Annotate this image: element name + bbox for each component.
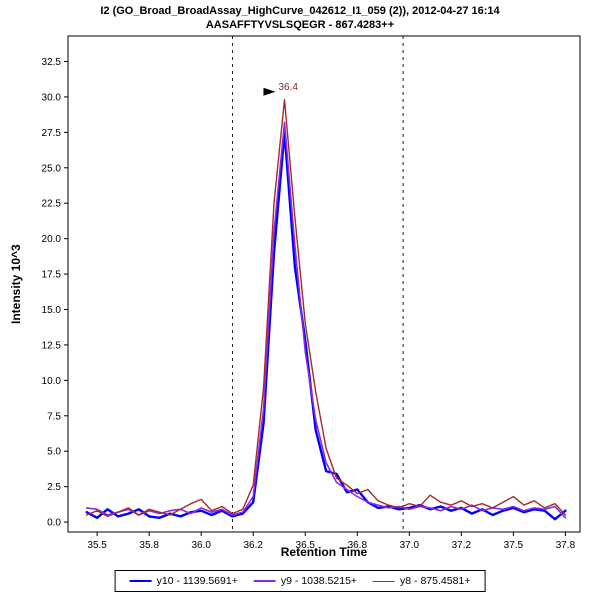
legend-item-y10: y10 - 1139.5691+ — [129, 575, 238, 587]
svg-text:12.5: 12.5 — [42, 340, 62, 351]
svg-text:30.0: 30.0 — [42, 92, 62, 103]
svg-text:36.0: 36.0 — [191, 540, 211, 551]
svg-text:36.8: 36.8 — [348, 540, 368, 551]
svg-text:17.5: 17.5 — [42, 270, 62, 281]
legend-label-y9: y9 - 1038.5215+ — [280, 575, 358, 587]
svg-text:36.5: 36.5 — [296, 540, 316, 551]
svg-text:37.2: 37.2 — [452, 540, 472, 551]
legend-line-sample-y8 — [373, 580, 396, 582]
series-lines — [85, 99, 567, 521]
svg-text:32.5: 32.5 — [42, 57, 62, 68]
peak-annotation: 36.4 — [263, 82, 298, 96]
series-line-1 — [85, 121, 567, 519]
peak-arrow-icon — [263, 87, 276, 96]
series-line-0 — [85, 131, 567, 521]
svg-text:10.0: 10.0 — [42, 376, 62, 387]
svg-text:2.5: 2.5 — [47, 482, 61, 493]
svg-text:22.5: 22.5 — [42, 199, 62, 210]
svg-text:37.0: 37.0 — [400, 540, 420, 551]
chart-title: I2 (GO_Broad_BroadAssay_HighCurve_042612… — [100, 5, 500, 17]
legend-line-sample-y9 — [253, 580, 276, 582]
svg-text:36.2: 36.2 — [244, 540, 264, 551]
x-axis-label: Retention Time — [280, 545, 368, 559]
chart-subtitle: AASAFFTYVSLSQEGR - 867.4283++ — [205, 19, 395, 31]
series-line-2 — [85, 99, 567, 518]
svg-text:27.5: 27.5 — [42, 128, 62, 139]
peak-rt-label: 36.4 — [278, 82, 298, 93]
svg-text:37.8: 37.8 — [556, 540, 576, 551]
y-axis: 0.0 2.5 5.0 7.5 10.0 12.5 15.0 17.5 20.0 22.5 25.0… — [42, 57, 68, 529]
svg-text:0.0: 0.0 — [47, 518, 61, 529]
legend-item-y9: y9 - 1038.5215+ — [253, 575, 358, 587]
svg-text:35.5: 35.5 — [87, 540, 107, 551]
svg-text:20.0: 20.0 — [42, 234, 62, 245]
plot-border — [67, 35, 581, 533]
integration-boundaries[interactable] — [231, 36, 404, 532]
svg-text:25.0: 25.0 — [42, 163, 62, 174]
x-axis: 35.5 35.8 36.0 36.2 36.5 36.8 37.0 37.2 37.5 37.8 — [87, 532, 576, 551]
legend-line-sample-y10 — [129, 580, 152, 582]
svg-text:15.0: 15.0 — [42, 305, 62, 316]
svg-text:7.5: 7.5 — [47, 411, 61, 422]
svg-text:5.0: 5.0 — [47, 447, 61, 458]
legend-label-y8: y8 - 875.4581+ — [400, 575, 471, 587]
svg-text:37.5: 37.5 — [504, 540, 524, 551]
legend: y10 - 1139.5691+ y9 - 1038.5215+ y8 - 87… — [114, 570, 486, 592]
legend-item-y8: y8 - 875.4581+ — [373, 575, 470, 587]
svg-text:35.8: 35.8 — [139, 540, 159, 551]
legend-label-y10: y10 - 1139.5691+ — [156, 575, 238, 587]
